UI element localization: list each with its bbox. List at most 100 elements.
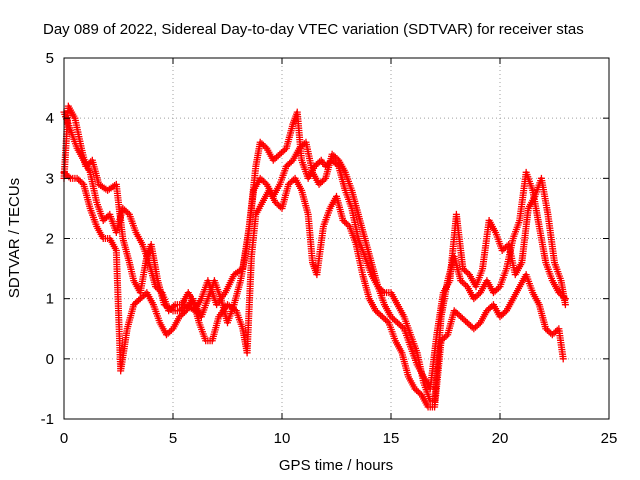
- data-point: [413, 386, 421, 394]
- data-point: [166, 305, 174, 313]
- data-point: [462, 317, 470, 325]
- data-point: [75, 176, 83, 184]
- data-point: [279, 147, 287, 155]
- data-point: [315, 180, 323, 188]
- data-point: [439, 335, 447, 343]
- x-tick-label: 5: [169, 430, 177, 447]
- data-point: [258, 176, 266, 184]
- data-point: [460, 280, 468, 288]
- data-point: [463, 319, 471, 327]
- data-point: [462, 268, 470, 276]
- data-point: [383, 317, 391, 325]
- data-point: [467, 322, 475, 330]
- data-point: [398, 323, 406, 331]
- x-axis-label: GPS time / hours: [279, 457, 393, 474]
- data-point: [392, 317, 400, 325]
- data-point: [103, 213, 111, 221]
- data-point: [378, 313, 386, 321]
- data-point: [155, 286, 163, 294]
- data-point: [499, 310, 507, 318]
- data-point: [339, 216, 347, 224]
- data-point: [380, 314, 388, 322]
- data-point: [259, 141, 267, 149]
- data-point: [389, 314, 397, 322]
- data-point: [261, 143, 269, 151]
- data-point: [271, 155, 279, 163]
- chart-title: Day 089 of 2022, Sidereal Day-to-day VTE…: [43, 21, 584, 38]
- data-point: [561, 301, 569, 309]
- data-point: [328, 150, 336, 158]
- data-point: [501, 244, 509, 252]
- data-point: [342, 219, 350, 227]
- data-point: [375, 310, 383, 318]
- data-point: [162, 331, 170, 339]
- data-point: [269, 156, 277, 164]
- data-point: [493, 286, 501, 294]
- data-point: [489, 289, 497, 297]
- data-point: [136, 295, 144, 303]
- data-point: [176, 307, 184, 315]
- data-point: [99, 216, 107, 224]
- data-point: [314, 159, 322, 167]
- data-point: [73, 174, 81, 182]
- data-point: [387, 313, 395, 321]
- data-point: [485, 305, 493, 313]
- data-point: [138, 293, 146, 301]
- data-point: [465, 320, 473, 328]
- data-point: [286, 159, 294, 167]
- x-tick-label: 15: [383, 430, 400, 447]
- data-point: [411, 385, 419, 393]
- data-markers: [60, 102, 569, 411]
- data-point: [76, 177, 84, 185]
- data-point: [275, 201, 283, 209]
- data-point: [256, 138, 264, 146]
- data-point: [341, 218, 349, 226]
- x-tick-label: 0: [60, 430, 68, 447]
- data-point: [372, 307, 380, 315]
- data-point: [500, 245, 508, 253]
- data-point: [167, 326, 175, 334]
- data-point: [320, 176, 328, 184]
- x-tick-label: 10: [274, 430, 291, 447]
- x-tick-labels: 0 5 10 15 20 25: [60, 430, 618, 447]
- data-point: [180, 308, 188, 316]
- data-point: [299, 141, 307, 149]
- data-point: [455, 311, 463, 319]
- data-point: [452, 308, 460, 316]
- data-point: [152, 283, 160, 291]
- data-point: [377, 311, 385, 319]
- data-point: [440, 334, 448, 342]
- y-tick-label: 2: [46, 231, 54, 248]
- data-point: [394, 319, 402, 327]
- data-point: [256, 174, 264, 182]
- data-point: [119, 204, 127, 212]
- data-point: [282, 162, 290, 170]
- y-tick-label: 3: [46, 170, 54, 187]
- data-point: [65, 173, 73, 181]
- y-tick-label: 1: [46, 291, 54, 308]
- data-point: [471, 293, 479, 301]
- data-point: [271, 198, 279, 206]
- data-point: [453, 310, 461, 318]
- data-point: [63, 171, 71, 179]
- data-point: [459, 265, 467, 273]
- data-point: [135, 296, 143, 304]
- data-point: [311, 162, 319, 170]
- data-point: [177, 311, 185, 319]
- data-point: [471, 323, 479, 331]
- data-point: [318, 177, 326, 185]
- data-point: [273, 200, 281, 208]
- data-point: [542, 325, 550, 333]
- data-point: [559, 355, 567, 363]
- y-axis-label: SDTVAR / TECUs: [6, 178, 23, 298]
- data-point: [416, 389, 424, 397]
- data-point: [462, 281, 470, 289]
- data-point: [168, 304, 176, 312]
- data-point: [442, 332, 450, 340]
- data-point: [277, 149, 285, 157]
- data-point: [170, 302, 178, 310]
- data-point: [473, 292, 481, 300]
- data-point: [382, 316, 390, 324]
- data-point: [458, 278, 466, 286]
